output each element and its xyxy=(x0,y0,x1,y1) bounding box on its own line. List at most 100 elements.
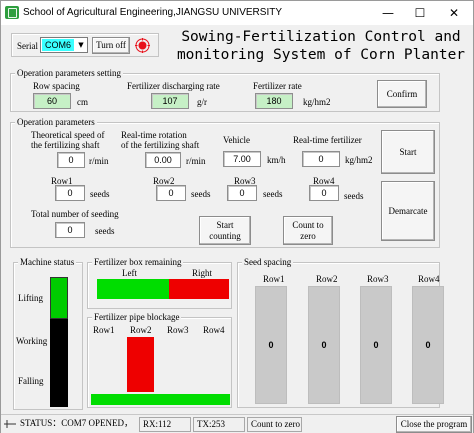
lifting-indicator xyxy=(50,277,68,319)
machine-status-title: Machine status xyxy=(18,257,77,267)
serial-port-value: COM6 xyxy=(42,39,74,51)
close-button[interactable]: ✕ xyxy=(448,6,460,20)
rt-fert-label: Real-time fertilizer xyxy=(293,135,362,145)
total-seeding-unit: seeds xyxy=(95,226,115,236)
rt-fert-field: 0 xyxy=(302,151,340,167)
count-to-zero-label-1: Count to xyxy=(292,219,324,230)
connection-indicator-icon xyxy=(135,38,150,53)
seed-spacing-title: Seed spacing xyxy=(242,257,294,267)
status-bar: STATUS：COM7 OPENED， RX:112 TX:253 Count … xyxy=(1,414,473,433)
op-params-group: Operation parameters Theoretical speed o… xyxy=(10,117,440,248)
theo-speed-unit: r/min xyxy=(89,156,109,166)
op-settings-group: Operation parameters setting Row spacing… xyxy=(10,68,440,112)
theo-speed-label: Theoretical speed of xyxy=(31,130,105,140)
row1-count-unit: seeds xyxy=(90,189,110,199)
pipe-row2-label: Row2 xyxy=(130,325,152,335)
rt-rotation-unit: r/min xyxy=(186,156,206,166)
fert-box-right-label: Right xyxy=(192,268,213,278)
pipe-row1-label: Row1 xyxy=(93,325,115,335)
total-seeding-label: Total number of seeding xyxy=(31,209,119,219)
working-falling-indicator xyxy=(50,319,68,407)
rt-fert-unit: kg/hm2 xyxy=(345,155,373,165)
start-counting-label-2: counting xyxy=(209,230,241,241)
seed-row2-label: Row2 xyxy=(316,274,338,284)
fert-rate-field[interactable]: 180 xyxy=(255,93,293,109)
machine-status-group: Machine status Lifting Working Falling xyxy=(13,257,83,410)
fert-box-title: Fertilizer box remaining xyxy=(92,257,184,267)
seed-row1-label: Row1 xyxy=(263,274,285,284)
vehicle-unit: km/h xyxy=(267,155,286,165)
window-title: School of Agricultural Engineering,JIANG… xyxy=(23,7,282,18)
fert-rate-unit: kg/hm2 xyxy=(303,97,331,107)
minimize-button[interactable]: — xyxy=(382,6,394,20)
row-spacing-field[interactable]: 60 xyxy=(33,93,71,109)
discharge-rate-label: Fertilizer discharging rate xyxy=(127,81,220,91)
row-spacing-unit: cm xyxy=(77,97,88,107)
status-text: STATUS：COM7 OPENED， xyxy=(17,417,137,432)
tx-counter: TX:253 xyxy=(193,417,245,432)
fert-box-left-label: Left xyxy=(122,268,137,278)
start-button[interactable]: Start xyxy=(381,130,435,174)
row1-count-field: 0 xyxy=(55,185,85,201)
total-seeding-field: 0 xyxy=(55,222,85,238)
rx-counter: RX:112 xyxy=(139,417,191,432)
vehicle-label: Vehicle xyxy=(223,135,250,145)
app-title-line2: monitoring System of Corn Planter xyxy=(176,47,466,63)
row3-count-label: Row3 xyxy=(234,176,256,186)
serial-port-select[interactable]: COM6 ▼ xyxy=(40,37,88,53)
op-params-title: Operation parameters xyxy=(15,117,97,127)
fert-rate-label: Fertilizer rate xyxy=(253,81,302,91)
fert-box-right-level xyxy=(169,279,229,299)
seed-row2-bar: 0 xyxy=(308,286,340,404)
discharge-rate-field[interactable]: 107 xyxy=(151,93,189,109)
turn-off-button[interactable]: Turn off xyxy=(92,37,130,54)
count-to-zero-label-2: zero xyxy=(300,230,316,241)
pipe-ok-indicator xyxy=(91,394,230,405)
seed-row3-label: Row3 xyxy=(367,274,389,284)
pipe-blockage-title: Fertilizer pipe blockage xyxy=(92,312,182,322)
seed-row4-label: Row4 xyxy=(418,274,440,284)
op-settings-title: Operation parameters setting xyxy=(15,68,123,78)
rt-rotation-field: 0.00 xyxy=(145,152,181,168)
confirm-button[interactable]: Confirm xyxy=(377,80,427,108)
row-spacing-label: Row spacing xyxy=(33,81,80,91)
pipe-row2-blocked-indicator xyxy=(127,337,154,392)
row4-count-unit: seeds xyxy=(344,191,364,201)
rt-rotation-label: Real-time rotation xyxy=(121,130,187,140)
chevron-down-icon: ▼ xyxy=(78,41,84,49)
working-label: Working xyxy=(16,336,48,346)
count-to-zero-button[interactable]: Count to zero xyxy=(283,216,333,245)
seed-row3-bar: 0 xyxy=(360,286,392,404)
row2-count-label: Row2 xyxy=(153,176,175,186)
rt-rotation-label-2: of the fertilizing shaft xyxy=(121,140,200,150)
pipe-blockage-group: Fertilizer pipe blockage Row1 Row2 Row3 … xyxy=(87,312,232,408)
demarcate-button[interactable]: Demarcate xyxy=(381,181,435,241)
seed-row4-bar: 0 xyxy=(412,286,444,404)
app-title-line1: Sowing-Fertilization Control and xyxy=(181,29,461,45)
status-grip-icon xyxy=(4,419,16,429)
row3-count-field: 0 xyxy=(227,185,257,201)
start-counting-button[interactable]: Start counting xyxy=(199,216,251,245)
close-program-button[interactable]: Close the program xyxy=(396,416,472,433)
falling-label: Falling xyxy=(18,376,44,386)
start-counting-label-1: Start xyxy=(216,219,234,230)
app-icon xyxy=(5,6,19,19)
lifting-label: Lifting xyxy=(18,293,43,303)
serial-label: Serial xyxy=(17,41,38,51)
pipe-row4-label: Row4 xyxy=(203,325,225,335)
row2-count-unit: seeds xyxy=(191,189,211,199)
fert-box-group: Fertilizer box remaining Left Right xyxy=(87,257,232,309)
row3-count-unit: seeds xyxy=(263,189,283,199)
row1-count-label: Row1 xyxy=(51,176,73,186)
vehicle-field: 7.00 xyxy=(223,151,261,167)
count-to-zero-status-button[interactable]: Count to zero xyxy=(247,417,302,432)
fert-box-left-level xyxy=(97,279,169,299)
maximize-button[interactable]: ☐ xyxy=(414,6,426,20)
seed-row1-bar: 0 xyxy=(255,286,287,404)
title-bar: School of Agricultural Engineering,JIANG… xyxy=(1,1,473,25)
theo-speed-label-2: the fertilizing shaft xyxy=(31,140,100,150)
row4-count-label: Row4 xyxy=(313,176,335,186)
pipe-row3-label: Row3 xyxy=(167,325,189,335)
row4-count-field: 0 xyxy=(309,185,339,201)
